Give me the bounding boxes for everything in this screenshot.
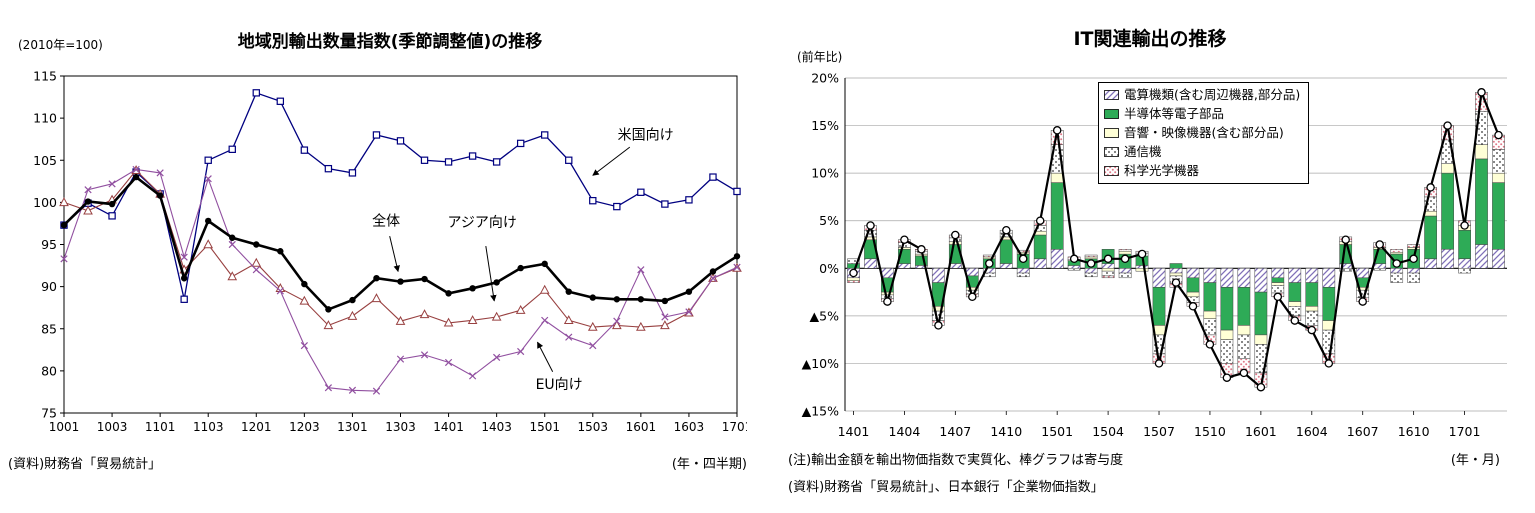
right-chart-legend: 電算機類(含む周辺機器,部分品) 半導体等電子部品音響・映像機器(含む部分品) 通信… (1098, 82, 1310, 184)
svg-text:1301: 1301 (337, 420, 368, 434)
legend-swatch-icon (1104, 146, 1119, 157)
svg-text:アジア向け: アジア向け (447, 215, 516, 231)
legend-item-4: 科学光学機器 (1104, 161, 1300, 180)
left-x-axis-unit: (年・四半期) (671, 457, 747, 472)
svg-text:米国向け: 米国向け (618, 127, 674, 143)
right-y-axis-unit: (前年比) (797, 50, 843, 64)
legend-label: 半導体等電子部品 (1124, 106, 1225, 121)
svg-text:1601: 1601 (1245, 424, 1277, 439)
svg-text:1701: 1701 (722, 420, 747, 434)
svg-text:1503: 1503 (578, 420, 609, 434)
svg-text:1607: 1607 (1347, 424, 1379, 439)
svg-text:1501: 1501 (1041, 424, 1073, 439)
svg-text:1610: 1610 (1398, 424, 1430, 439)
legend-item-0: 電算機類(含む周辺機器,部分品) (1104, 85, 1300, 104)
legend-item-3: 通信機 (1104, 142, 1300, 161)
svg-text:1701: 1701 (1449, 424, 1481, 439)
svg-text:1501: 1501 (529, 420, 560, 434)
svg-text:10%: 10% (811, 166, 839, 181)
left-chart-plot: 75 80 85 90 95 100 105 110 115 1001 1003 1101 1103 12… (33, 69, 747, 435)
right-note: (注)輸出金額を輸出物価指数で実質化、棒グラフは寄与度 (788, 453, 1124, 468)
svg-text:15%: 15% (811, 118, 839, 133)
svg-text:▲5%: ▲5% (810, 308, 840, 323)
svg-text:1103: 1103 (193, 420, 224, 434)
legend-item-2: 音響・映像機器(含む部分品) (1104, 123, 1300, 142)
svg-text:1201: 1201 (241, 420, 272, 434)
svg-text:▲15%: ▲15% (802, 404, 840, 419)
right-chart-title: IT関連輸出の推移 (1073, 28, 1227, 50)
svg-text:1407: 1407 (939, 424, 971, 439)
svg-text:1603: 1603 (674, 420, 705, 434)
svg-text:110: 110 (33, 111, 57, 126)
svg-text:80: 80 (41, 363, 57, 378)
svg-text:1507: 1507 (1143, 424, 1175, 439)
right-source-note: (資料)財務省「貿易統計」、日本銀行「企業物価指数」 (788, 480, 1104, 495)
svg-text:1401: 1401 (838, 424, 870, 439)
svg-text:95: 95 (41, 237, 57, 252)
svg-text:1510: 1510 (1194, 424, 1226, 439)
svg-text:5%: 5% (819, 213, 839, 228)
svg-text:1003: 1003 (97, 420, 128, 434)
left-chart-title: 地域別輸出数量指数(季節調整値)の推移 (237, 32, 543, 52)
svg-text:100: 100 (33, 195, 57, 210)
svg-text:全体: 全体 (372, 212, 400, 229)
svg-text:105: 105 (33, 153, 57, 168)
svg-text:1303: 1303 (385, 420, 416, 434)
legend-swatch-icon (1104, 89, 1119, 100)
svg-text:1401: 1401 (433, 420, 464, 434)
legend-label: 音響・映像機器(含む部分品) (1124, 125, 1284, 140)
svg-text:1101: 1101 (145, 420, 176, 434)
svg-text:1404: 1404 (889, 424, 921, 439)
svg-text:1001: 1001 (49, 420, 80, 434)
left-source-note: (資料)財務省「貿易統計」 (8, 457, 162, 472)
svg-text:1410: 1410 (990, 424, 1022, 439)
svg-text:75: 75 (41, 406, 57, 421)
legend-label: 電算機類(含む周辺機器,部分品) (1124, 87, 1301, 102)
svg-text:1203: 1203 (289, 420, 320, 434)
svg-text:20%: 20% (811, 71, 839, 86)
right-x-axis-unit: (年・月) (1450, 453, 1500, 468)
svg-text:1403: 1403 (481, 420, 512, 434)
svg-text:1604: 1604 (1296, 424, 1328, 439)
legend-label: 通信機 (1124, 144, 1162, 159)
legend-item-1: 半導体等電子部品 (1104, 104, 1300, 123)
svg-text:115: 115 (33, 69, 57, 84)
svg-text:1601: 1601 (626, 420, 657, 434)
right-chart-plot: ▲15% ▲10% ▲5% 0% 5% 10% 15% 20% 1401 1404 1407 1410… (802, 71, 1507, 439)
legend-swatch-icon (1104, 165, 1119, 176)
svg-text:90: 90 (41, 279, 57, 294)
legend-label: 科学光学機器 (1124, 163, 1200, 178)
svg-text:EU向け: EU向け (536, 377, 583, 393)
legend-swatch-icon (1104, 127, 1119, 138)
svg-text:85: 85 (41, 321, 57, 336)
svg-text:▲10%: ▲10% (802, 356, 840, 371)
svg-text:0%: 0% (819, 261, 839, 276)
legend-swatch-icon (1104, 108, 1119, 119)
left-y-axis-unit: (2010年=100) (18, 38, 103, 52)
svg-text:1504: 1504 (1092, 424, 1124, 439)
